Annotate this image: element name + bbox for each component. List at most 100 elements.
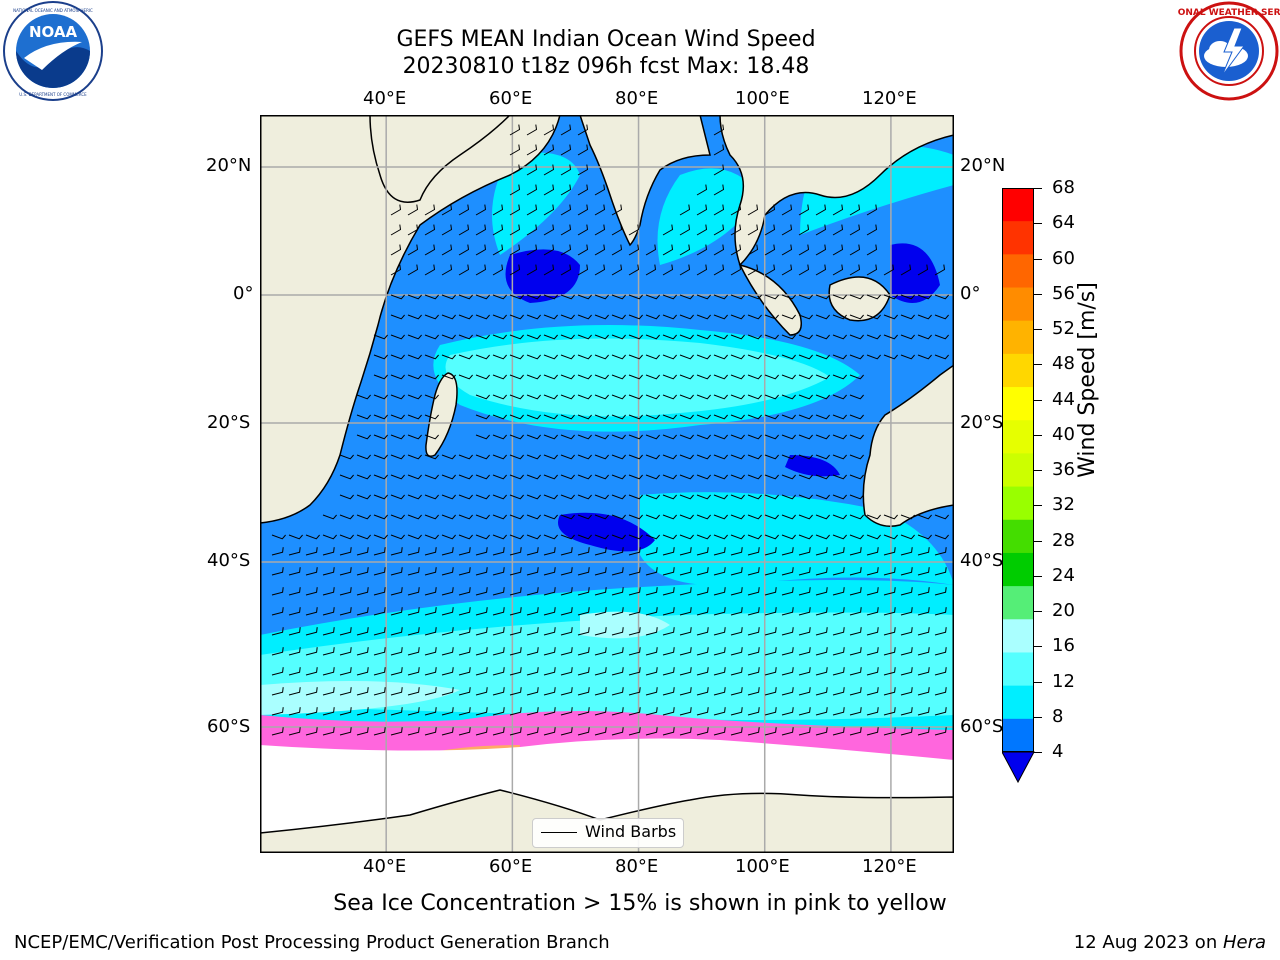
- colorbar-tick-mark: [1034, 258, 1042, 260]
- wind-barb: [441, 687, 454, 696]
- wind-barb: [560, 547, 573, 556]
- wind-barb: [424, 647, 437, 656]
- wind-barb: [832, 667, 845, 676]
- wind-barb: [696, 687, 709, 696]
- wind-barb: [611, 294, 626, 300]
- wind-barb: [798, 707, 811, 716]
- wind-barb: [645, 494, 660, 500]
- colorbar-tick-mark: [1034, 434, 1042, 436]
- wind-barb: [900, 607, 913, 616]
- colorbar-tick-mark: [1034, 293, 1042, 295]
- wind-barb: [577, 727, 590, 736]
- wind-barb: [883, 667, 896, 676]
- wind-barb: [424, 434, 439, 440]
- wind-barb: [781, 627, 794, 636]
- wind-barb: [441, 244, 453, 256]
- wind-barb: [696, 224, 708, 236]
- wind-barb: [696, 454, 711, 460]
- wind-barb: [696, 244, 708, 256]
- wind-barb: [390, 244, 402, 256]
- lat-label-right: 60°S: [960, 716, 1004, 737]
- wind-barb: [934, 667, 947, 676]
- wind-barb: [509, 334, 524, 340]
- wind-barb: [577, 264, 589, 276]
- wind-barb: [781, 264, 793, 276]
- wind-barb: [509, 224, 521, 236]
- wind-barb: [543, 494, 558, 500]
- wind-barb: [492, 334, 507, 340]
- wind-barb: [696, 184, 708, 196]
- wind-barb: [679, 707, 692, 716]
- colorbar-tick-label: 36: [1052, 459, 1075, 480]
- wind-barb: [594, 434, 609, 440]
- wind-barb: [560, 667, 573, 676]
- wind-barb: [594, 204, 606, 216]
- wind-barb: [509, 474, 524, 480]
- wind-barb: [781, 547, 794, 556]
- wind-barb: [747, 647, 760, 656]
- lon-label-bottom: 120°E: [862, 856, 917, 877]
- wind-barb: [407, 334, 422, 340]
- wind-barb: [900, 587, 913, 596]
- wind-barb: [832, 567, 845, 576]
- wind-barb: [866, 607, 879, 616]
- wind-barb: [560, 707, 573, 716]
- svg-text:U.S. DEPARTMENT OF COMMERCE: U.S. DEPARTMENT OF COMMERCE: [19, 92, 87, 97]
- wind-barb: [373, 454, 388, 460]
- wind-barb: [645, 667, 658, 676]
- wind-barb: [713, 144, 725, 156]
- wind-barb: [747, 434, 762, 440]
- lon-label-top: 80°E: [615, 88, 659, 109]
- wind-barb: [475, 667, 488, 676]
- wind-barb: [628, 354, 643, 360]
- wind-barb: [900, 667, 913, 676]
- wind-barb: [764, 204, 776, 216]
- wind-barb: [764, 334, 779, 340]
- wind-barb: [781, 374, 796, 380]
- wind-barb: [679, 264, 691, 276]
- wind-barb: [441, 494, 456, 500]
- wind-barb: [696, 534, 711, 540]
- wind-barb: [526, 224, 538, 236]
- wind-barb: [424, 224, 436, 236]
- wind-band-12-16: [445, 338, 830, 417]
- wind-barb: [628, 627, 641, 636]
- wind-barb: [798, 627, 811, 636]
- wind-barb: [305, 727, 318, 736]
- wind-barb: [424, 534, 439, 540]
- colorbar-tick-mark: [1034, 540, 1042, 542]
- wind-barb: [373, 394, 388, 400]
- wind-barb: [934, 314, 949, 320]
- wind-barb: [475, 514, 490, 520]
- wind-barb: [577, 124, 589, 136]
- wind-barb: [917, 294, 932, 300]
- wind-barb: [560, 727, 573, 736]
- wind-barb: [288, 707, 301, 716]
- wind-barb: [628, 567, 641, 576]
- wind-barb: [560, 414, 575, 420]
- wind-barb: [424, 454, 439, 460]
- wind-barb: [815, 547, 828, 556]
- wind-barb: [526, 454, 541, 460]
- wind-barb: [407, 414, 422, 420]
- wind-barb: [798, 394, 813, 400]
- wind-barb: [407, 314, 422, 320]
- wind-barb: [611, 374, 626, 380]
- wind-barb: [730, 534, 745, 540]
- wind-barb: [645, 707, 658, 716]
- wind-barb: [645, 354, 660, 360]
- wind-barb: [492, 707, 505, 716]
- wind-barb: [934, 264, 946, 276]
- chart-title-line1: GEFS MEAN Indian Ocean Wind Speed: [396, 27, 816, 52]
- wind-barb: [747, 334, 762, 340]
- wind-barb: [560, 184, 572, 196]
- wind-barb: [849, 264, 861, 276]
- wind-barb: [407, 667, 420, 676]
- wind-barb: [713, 707, 726, 716]
- wind-barb: [526, 727, 539, 736]
- wind-barb: [475, 434, 490, 440]
- wind-barb: [373, 354, 388, 360]
- wind-barb: [628, 414, 643, 420]
- wind-barb: [424, 727, 437, 736]
- wind-barb: [577, 434, 592, 440]
